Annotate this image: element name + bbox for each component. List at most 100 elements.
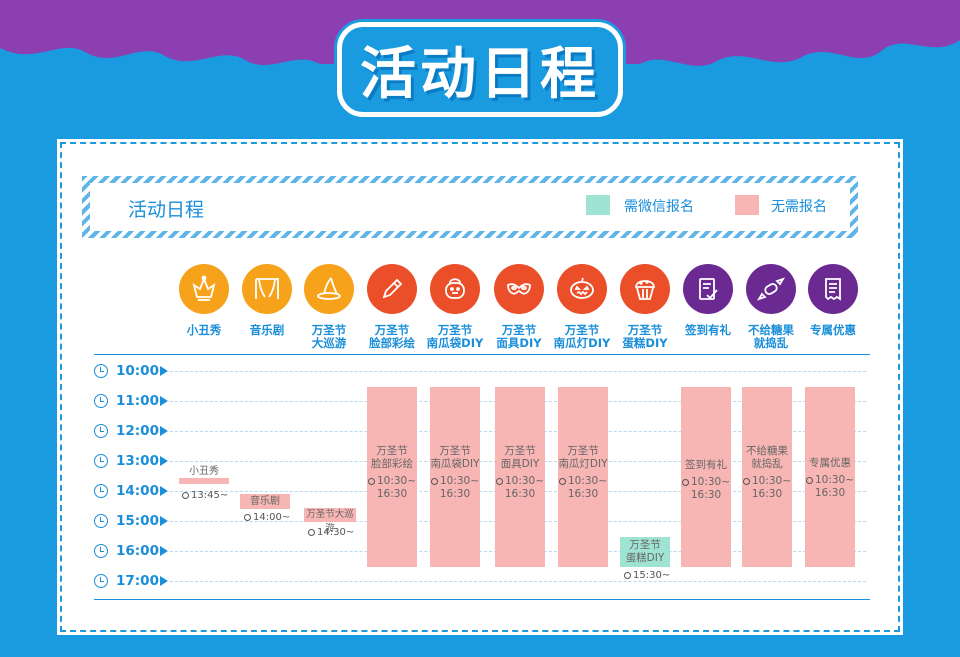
receipt-icon (808, 264, 858, 314)
legend-swatch-wechat (586, 195, 610, 215)
category-label: 万圣节 面具DIY (496, 323, 542, 350)
event-pumpkin-lantern[interactable]: 万圣节 南瓜灯DIY 10:30~ 16:30 (558, 387, 608, 567)
event-title: 音乐剧 (240, 494, 290, 509)
legend-label-wechat: 需微信报名 (624, 199, 694, 215)
event-time: 10:30~ 16:30 (681, 476, 731, 502)
clock-icon (681, 479, 689, 486)
clock-icon (805, 477, 813, 484)
event-time: 10:30~ 16:30 (495, 475, 545, 501)
category-pumpkin-lantern[interactable]: 万圣节 南瓜灯DIY (552, 264, 612, 350)
clock-icon (244, 514, 251, 521)
pumpkin-lantern-icon (557, 264, 607, 314)
event-title: 万圣节 蛋糕DIY (625, 539, 665, 564)
time-label: 12:00 (116, 423, 159, 439)
category-check-in[interactable]: 签到有礼 (678, 264, 738, 337)
event-time: 13:45~ (182, 490, 228, 501)
category-pumpkin-bag[interactable]: 万圣节 南瓜袋DIY (425, 264, 485, 350)
clock-icon (94, 454, 108, 468)
time-marker (160, 426, 168, 436)
event-discount[interactable]: 专属优惠 10:30~ 16:30 (805, 387, 855, 567)
time-label: 17:00 (116, 573, 159, 589)
event-trick-or-treat[interactable]: 不给糖果 就捣乱 10:30~ 16:30 (742, 387, 792, 567)
event-title: 万圣节 南瓜袋DIY (430, 445, 480, 470)
category-label: 专属优惠 (810, 323, 856, 337)
time-label: 16:00 (116, 543, 159, 559)
time-label: 11:00 (116, 393, 159, 409)
event-time: 10:30~ 16:30 (430, 475, 480, 501)
mask-icon (494, 264, 544, 314)
clock-icon (430, 478, 438, 485)
clock-icon (94, 394, 108, 408)
time-row: 12:00 (94, 422, 184, 440)
page-title: 活动日程 (0, 22, 960, 117)
event-time: 14:00~ (244, 512, 290, 523)
category-label: 万圣节 大巡游 (311, 323, 347, 350)
category-label: 不给糖果 就捣乱 (748, 323, 794, 350)
clock-icon (94, 544, 108, 558)
event-time: 10:30~ 16:30 (367, 475, 417, 501)
event-time: 10:30~ 16:30 (742, 475, 792, 501)
clock-icon (94, 364, 108, 378)
event-face-paint[interactable]: 万圣节 脸部彩绘 10:30~ 16:30 (367, 387, 417, 567)
time-label: 10:00 (116, 363, 159, 379)
event-check-in[interactable]: 签到有礼 10:30~ 16:30 (681, 387, 731, 567)
event-title: 专属优惠 (809, 457, 851, 469)
schedule-top-line (94, 354, 870, 355)
category-label: 音乐剧 (249, 323, 285, 337)
category-label: 签到有礼 (685, 323, 731, 337)
time-marker (160, 486, 168, 496)
category-musical[interactable]: 音乐剧 (237, 264, 297, 337)
event-title: 万圣节 脸部彩绘 (371, 445, 413, 470)
category-mask[interactable]: 万圣节 面具DIY (489, 264, 549, 350)
category-trick-or-treat[interactable]: 不给糖果 就捣乱 (741, 264, 801, 350)
category-label: 万圣节 南瓜灯DIY (553, 323, 611, 350)
time-row: 17:00 (94, 572, 184, 590)
schedule-banner: 活动日程 需微信报名 无需报名 (82, 176, 858, 238)
event-cake[interactable]: 万圣节 蛋糕DIY (620, 537, 670, 567)
event-title: 小丑秀 (179, 466, 229, 484)
time-row: 10:00 (94, 362, 184, 380)
event-time: 14:30~ (308, 527, 354, 538)
cupcake-icon (620, 264, 670, 314)
event-time: 10:30~ 16:30 (558, 475, 608, 501)
clock-icon (94, 514, 108, 528)
schedule-card: 活动日程 需微信报名 无需报名 小丑秀 音乐剧 万圣节 大巡游 万圣节 脸部彩绘 (57, 139, 903, 635)
time-row: 14:00 (94, 482, 184, 500)
clock-icon (558, 478, 566, 485)
event-title: 不给糖果 就捣乱 (746, 445, 788, 470)
category-parade[interactable]: 万圣节 大巡游 (299, 264, 359, 350)
schedule-title: 活动日程 (128, 199, 205, 221)
time-marker (160, 366, 168, 376)
grid-line (170, 371, 866, 372)
event-time: 10:30~ 16:30 (805, 474, 855, 500)
category-discount[interactable]: 专属优惠 (803, 264, 863, 337)
event-pumpkin-bag[interactable]: 万圣节 南瓜袋DIY 10:30~ 16:30 (430, 387, 480, 567)
schedule-bottom-line (94, 599, 870, 600)
event-title: 签到有礼 (685, 459, 727, 471)
clock-icon (495, 478, 503, 485)
checklist-icon (683, 264, 733, 314)
event-mask[interactable]: 万圣节 面具DIY 10:30~ 16:30 (495, 387, 545, 567)
category-label: 万圣节 南瓜袋DIY (426, 323, 484, 350)
time-marker (160, 396, 168, 406)
category-face-paint[interactable]: 万圣节 脸部彩绘 (362, 264, 422, 350)
time-label: 13:00 (116, 453, 159, 469)
time-marker (160, 546, 168, 556)
legend-swatch-no-signup (735, 195, 759, 215)
theater-curtain-icon (242, 264, 292, 314)
jester-icon (179, 264, 229, 314)
category-clown-show[interactable]: 小丑秀 (174, 264, 234, 337)
clock-icon (94, 424, 108, 438)
clock-icon (94, 484, 108, 498)
time-row: 13:00 (94, 452, 184, 470)
candy-icon (746, 264, 796, 314)
time-row: 16:00 (94, 542, 184, 560)
event-title: 万圣节 南瓜灯DIY (558, 445, 608, 470)
clock-icon (308, 529, 315, 536)
category-cake[interactable]: 万圣节 蛋糕DIY (615, 264, 675, 350)
time-label: 15:00 (116, 513, 159, 529)
time-row: 11:00 (94, 392, 184, 410)
pumpkin-bag-icon (430, 264, 480, 314)
category-label: 万圣节 脸部彩绘 (369, 323, 415, 350)
grid-line (170, 581, 866, 582)
